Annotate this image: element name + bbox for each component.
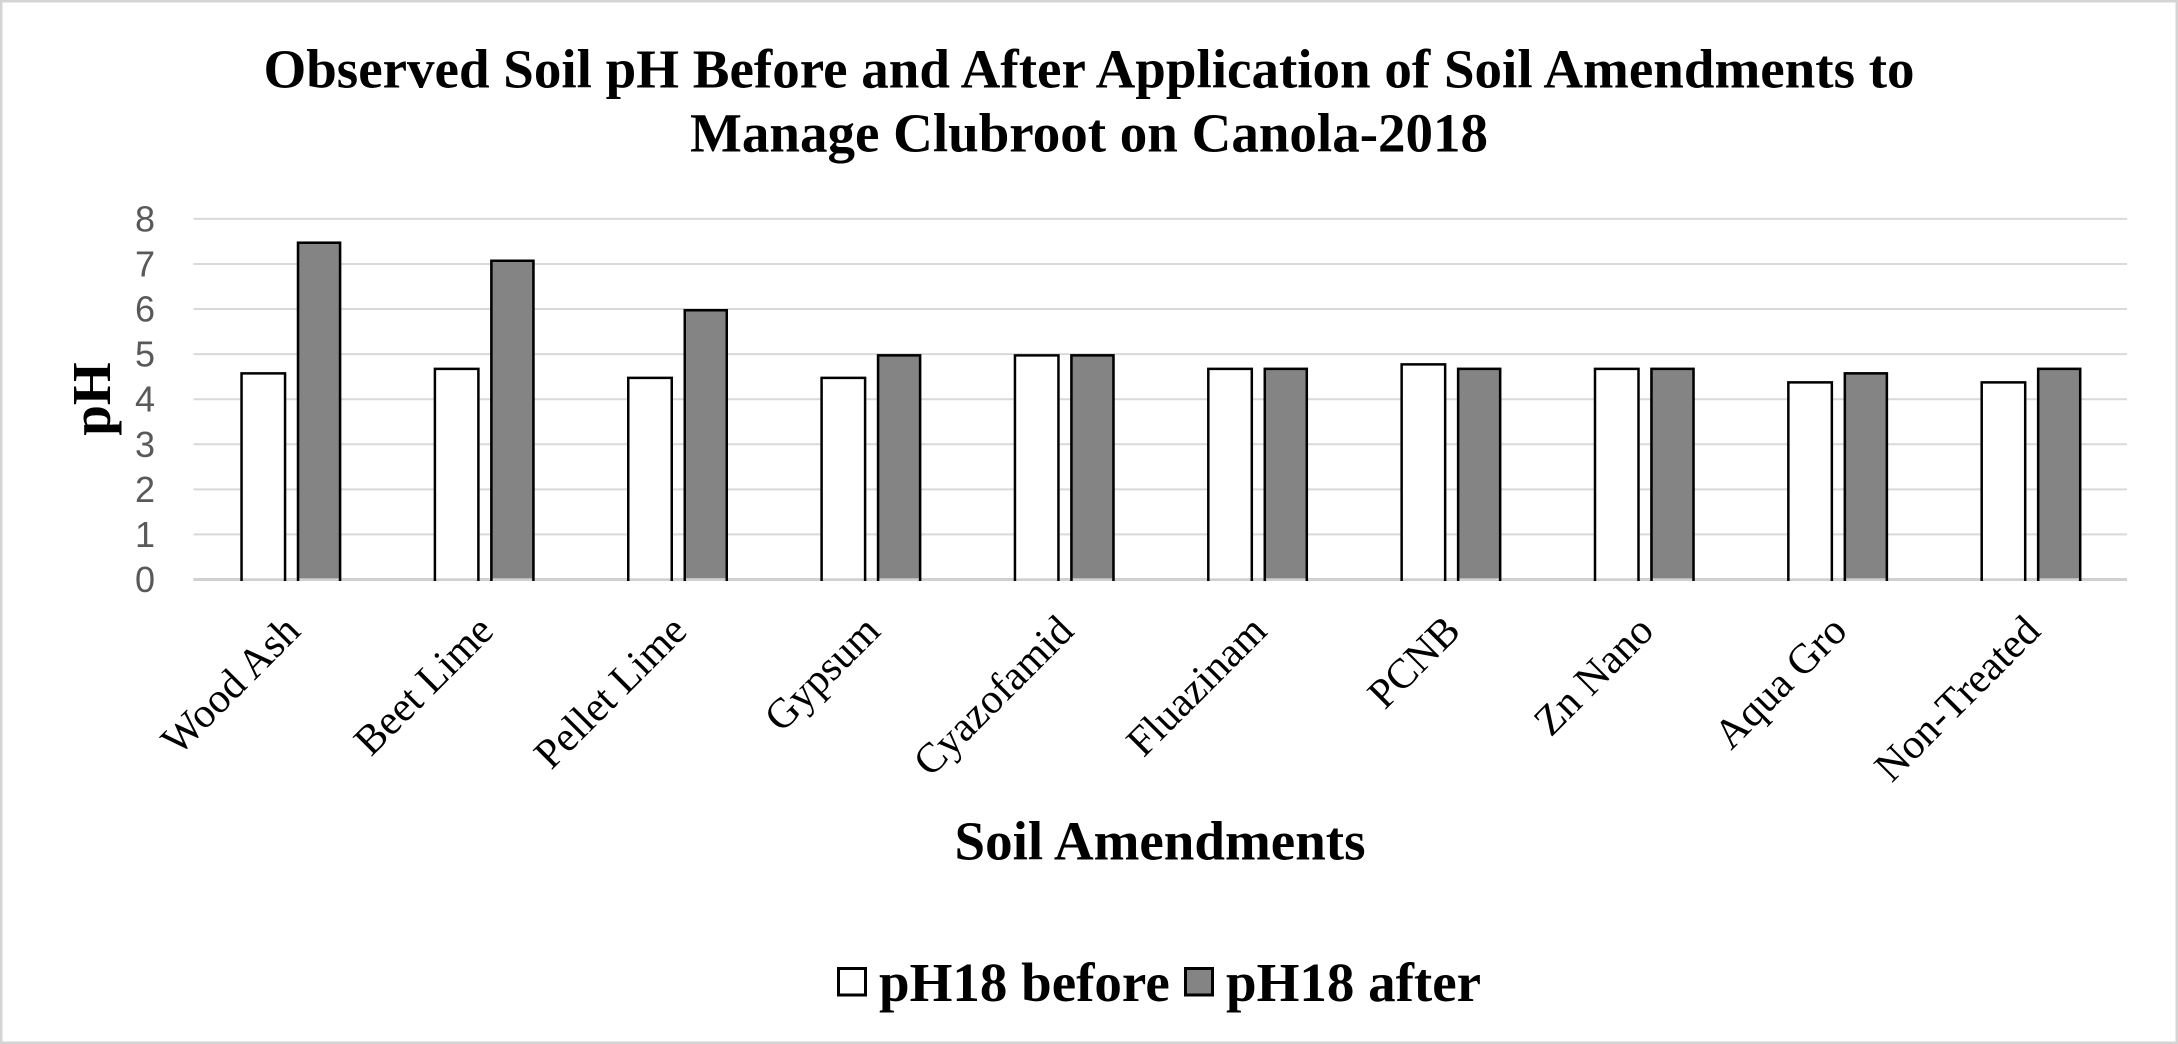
svg-text:6: 6: [135, 289, 155, 330]
svg-text:pH18 after: pH18 after: [1226, 952, 1481, 1013]
svg-text:pH18 before: pH18 before: [879, 952, 1170, 1013]
svg-text:Soil Amendments: Soil Amendments: [954, 811, 1365, 872]
svg-text:4: 4: [135, 379, 155, 420]
svg-text:5: 5: [135, 334, 155, 375]
svg-text:2: 2: [135, 469, 155, 510]
svg-text:0: 0: [135, 559, 155, 600]
svg-text:1: 1: [135, 514, 155, 555]
svg-text:8: 8: [135, 198, 155, 239]
svg-text:Observed Soil pH Before and Af: Observed Soil pH Before and After Applic…: [263, 39, 1914, 100]
svg-text:3: 3: [135, 424, 155, 465]
svg-text:7: 7: [135, 244, 155, 285]
svg-text:Manage Clubroot on Canola-2018: Manage Clubroot on Canola-2018: [690, 103, 1488, 164]
svg-text:pH: pH: [61, 362, 122, 435]
